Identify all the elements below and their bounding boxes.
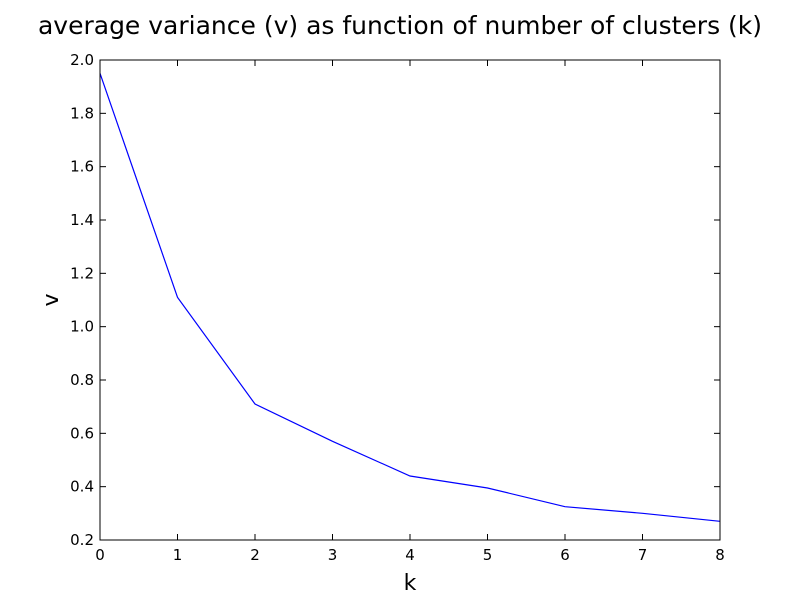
x-axis-ticks: 0 1 2 3 4 5 6 7 8 [95,60,725,564]
x-tick-label: 2 [250,546,260,564]
x-tick-label: 0 [95,546,105,564]
x-axis-label: k [404,571,417,596]
x-tick-label: 3 [328,546,338,564]
x-tick-label: 8 [715,546,725,564]
y-tick-label: 1.0 [70,318,94,336]
y-axis-ticks: 0.2 0.4 0.6 0.8 1.0 1.2 1.4 1.6 1.8 2.0 [70,51,720,549]
y-tick-label: 0.4 [70,478,94,496]
series-line [99,73,721,522]
chart-title: average variance (v) as function of numb… [38,11,762,40]
y-tick-label: 2.0 [70,51,94,69]
y-tick-label: 0.6 [70,424,94,442]
plot-frame [99,59,721,541]
x-tick-label: 4 [405,546,415,564]
y-tick-label: 1.2 [70,264,94,282]
x-tick-label: 1 [173,546,183,564]
x-tick-label: 5 [483,546,493,564]
y-tick-label: 1.4 [70,211,94,229]
x-tick-label: 6 [560,546,570,564]
y-tick-label: 1.8 [70,104,94,122]
y-axis-label: v [39,293,64,306]
x-tick-label: 7 [638,546,648,564]
series-group [99,73,721,522]
y-tick-label: 1.6 [70,158,94,176]
y-tick-label: 0.2 [70,531,94,549]
y-tick-label: 0.8 [70,371,94,389]
